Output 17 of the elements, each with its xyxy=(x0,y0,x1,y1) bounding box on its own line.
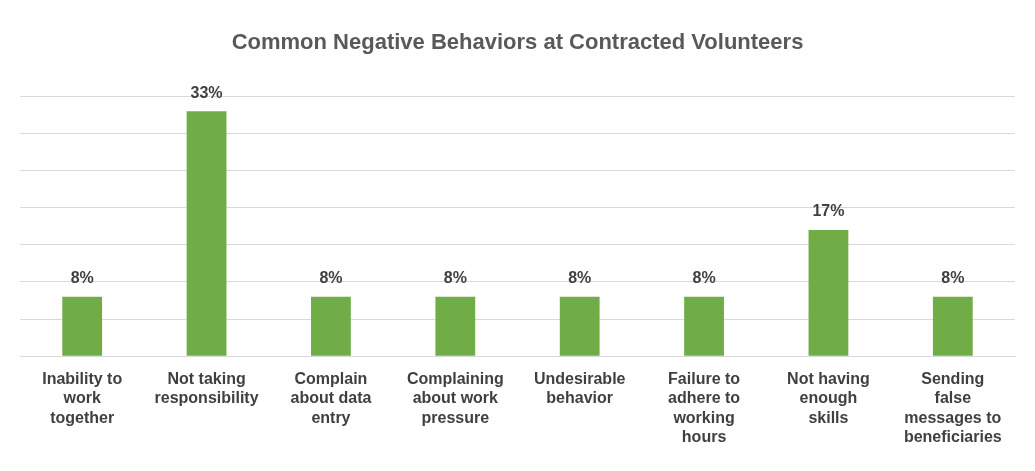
x-tick-label: Undesirable behavior xyxy=(533,370,626,407)
data-label: 8% xyxy=(70,269,94,287)
chart-title: Common Negative Behaviors at Contracted Volunteers xyxy=(231,29,804,55)
data-label: 8% xyxy=(568,269,592,287)
x-tick-label: Complain about data entry xyxy=(290,370,372,426)
x-tick-label: Not having enough skills xyxy=(787,370,870,426)
data-label: 8% xyxy=(319,269,343,287)
data-label: 8% xyxy=(692,269,716,287)
data-label: 17% xyxy=(812,202,845,220)
x-tick-label: Sending false messages to beneficiaries xyxy=(903,370,1002,445)
x-tick-label: Complaining about work pressure xyxy=(406,370,504,426)
x-tick-label: Failure to adhere to working hours xyxy=(668,370,741,445)
x-tick-label: Inability to work together xyxy=(42,370,123,426)
data-label: 33% xyxy=(190,83,223,101)
data-label: 8% xyxy=(443,269,467,287)
x-tick-label: Not taking responsibility xyxy=(154,370,259,407)
data-label: 8% xyxy=(941,269,965,287)
